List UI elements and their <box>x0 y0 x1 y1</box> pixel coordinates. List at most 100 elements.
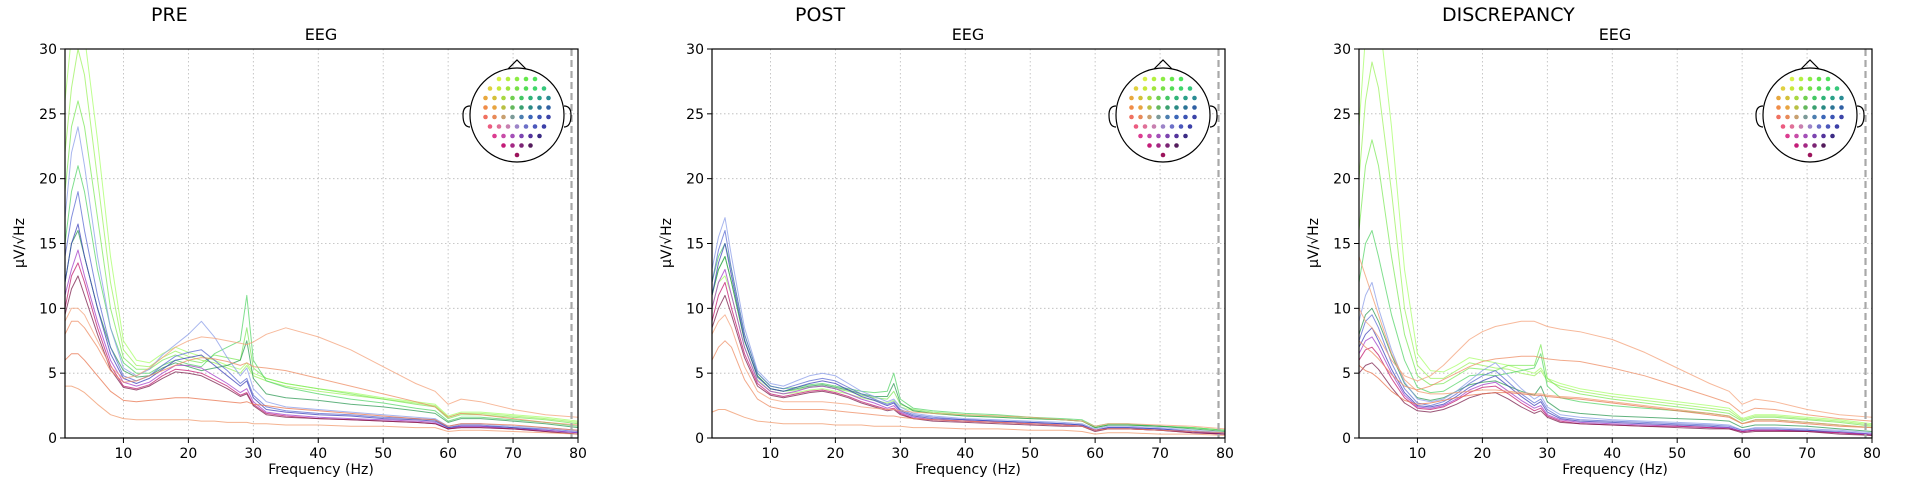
y-axis-label: µV/√Hz <box>1306 218 1322 268</box>
sensor-dot <box>532 124 538 129</box>
x-axis-ticks: 10 20 30 40 50 60 70 80 <box>762 438 1234 462</box>
sensor-dot <box>528 143 533 148</box>
y-tick-label: 25 <box>1333 107 1351 123</box>
y-tick-label: 10 <box>686 301 704 317</box>
series-line-9 <box>712 294 1225 435</box>
x-tick-label: 10 <box>762 446 780 462</box>
sensor-dot <box>514 124 520 129</box>
series-line-8 <box>712 281 1225 435</box>
sensor-dot <box>523 124 529 129</box>
sensor-dot <box>1803 133 1808 139</box>
sensor-dot <box>1151 86 1157 91</box>
series-line-7 <box>1359 327 1872 435</box>
y-tick-label: 5 <box>48 366 57 382</box>
sensor-dot <box>532 86 538 91</box>
sensor-dot <box>1138 133 1143 139</box>
sensor-dot <box>1830 105 1835 110</box>
sensor-dot <box>1138 95 1143 101</box>
y-axis-ticks: 0 5 10 15 20 25 30 <box>686 42 712 447</box>
sensor-dot <box>1830 133 1835 139</box>
sensor-dot <box>532 76 538 82</box>
sensor-dot <box>487 86 493 91</box>
y-axis-ticks: 0 5 10 15 20 25 30 <box>1333 42 1359 447</box>
y-axis-label: µV/√Hz <box>659 218 675 268</box>
sensor-dot <box>519 133 524 139</box>
sensor-dot <box>528 105 533 110</box>
right-ear-icon <box>1856 105 1865 128</box>
sensor-dot <box>1142 124 1148 129</box>
y-tick-label: 5 <box>1342 366 1351 382</box>
series-line-9 <box>65 262 578 435</box>
sensor-dot <box>1776 114 1781 120</box>
x-tick-label: 50 <box>1668 446 1686 462</box>
series-lines <box>712 217 1225 436</box>
sensor-dot <box>1151 76 1157 82</box>
y-tick-label: 5 <box>695 366 704 382</box>
x-tick-label: 40 <box>1603 446 1621 462</box>
sensor-dot <box>514 152 520 158</box>
sensor-dot <box>1794 114 1799 120</box>
x-tick-label: 80 <box>1863 446 1881 462</box>
x-tick-label: 10 <box>1409 446 1427 462</box>
series-line-12 <box>65 320 578 426</box>
sensor-dot <box>1147 114 1152 120</box>
sensor-dot <box>1183 114 1188 120</box>
sensor-dot <box>1821 133 1826 139</box>
series-line-8 <box>65 249 578 434</box>
sensor-dot <box>1821 114 1826 120</box>
sensor-dot <box>1803 143 1808 148</box>
grid-lines <box>1359 48 1873 439</box>
x-tick-label: 70 <box>1151 446 1169 462</box>
series-line-1 <box>712 256 1225 431</box>
sensor-dot <box>1812 95 1817 101</box>
x-tick-label: 70 <box>1798 446 1816 462</box>
sensor-dot <box>510 143 515 148</box>
sensor-dot <box>1821 105 1826 110</box>
sensor-dot <box>496 124 502 129</box>
sensor-dot <box>1812 133 1817 139</box>
series-line-4 <box>712 217 1225 434</box>
head-outline <box>469 67 565 163</box>
chart-panel-discrepancy: DISCREPANCY EEG 10 20 30 40 50 60 70 80 0 5 10 15 2… <box>1306 4 1881 478</box>
sensor-dot <box>505 124 511 129</box>
sensor-dot <box>1794 143 1799 148</box>
sensor-dot <box>514 76 520 82</box>
sensor-dot <box>510 95 515 101</box>
sensor-dot <box>1169 124 1175 129</box>
sensor-dot <box>1780 124 1786 129</box>
sensor-dot <box>1821 95 1826 101</box>
series-line-2 <box>1359 139 1872 427</box>
sensor-dot <box>1807 152 1813 158</box>
left-ear-icon <box>1755 105 1764 128</box>
sensor-dot <box>1142 86 1148 91</box>
series-line-14 <box>65 385 578 435</box>
series-line-0 <box>712 275 1225 431</box>
x-tick-label: 40 <box>956 446 974 462</box>
sensor-dot <box>537 105 542 110</box>
x-axis-ticks: 10 20 30 40 50 60 70 80 <box>1409 438 1881 462</box>
sensor-dot <box>1160 86 1166 91</box>
head-outline <box>1115 67 1211 163</box>
panel-title: PRE <box>151 4 188 26</box>
sensor-dot <box>1192 105 1197 110</box>
sensor-dot <box>1156 95 1161 101</box>
sensor-dot <box>483 95 488 101</box>
x-tick-label: 10 <box>115 446 133 462</box>
sensor-dot <box>492 114 497 120</box>
sensor-dot <box>1816 124 1822 129</box>
sensor-dot <box>1165 95 1170 101</box>
y-tick-label: 10 <box>1333 301 1351 317</box>
sensor-dot <box>1812 105 1817 110</box>
sensor-dot <box>501 105 506 110</box>
y-tick-label: 0 <box>48 431 57 447</box>
y-tick-label: 20 <box>39 172 57 188</box>
y-tick-label: 25 <box>39 107 57 123</box>
sensor-dot <box>1165 105 1170 110</box>
sensor-dot <box>510 105 515 110</box>
sensor-dot <box>1147 95 1152 101</box>
sensor-dot <box>1785 105 1790 110</box>
sensor-dot <box>1789 86 1795 91</box>
sensor-dot <box>1156 114 1161 120</box>
y-tick-label: 10 <box>39 301 57 317</box>
sensor-dot <box>1192 114 1197 120</box>
